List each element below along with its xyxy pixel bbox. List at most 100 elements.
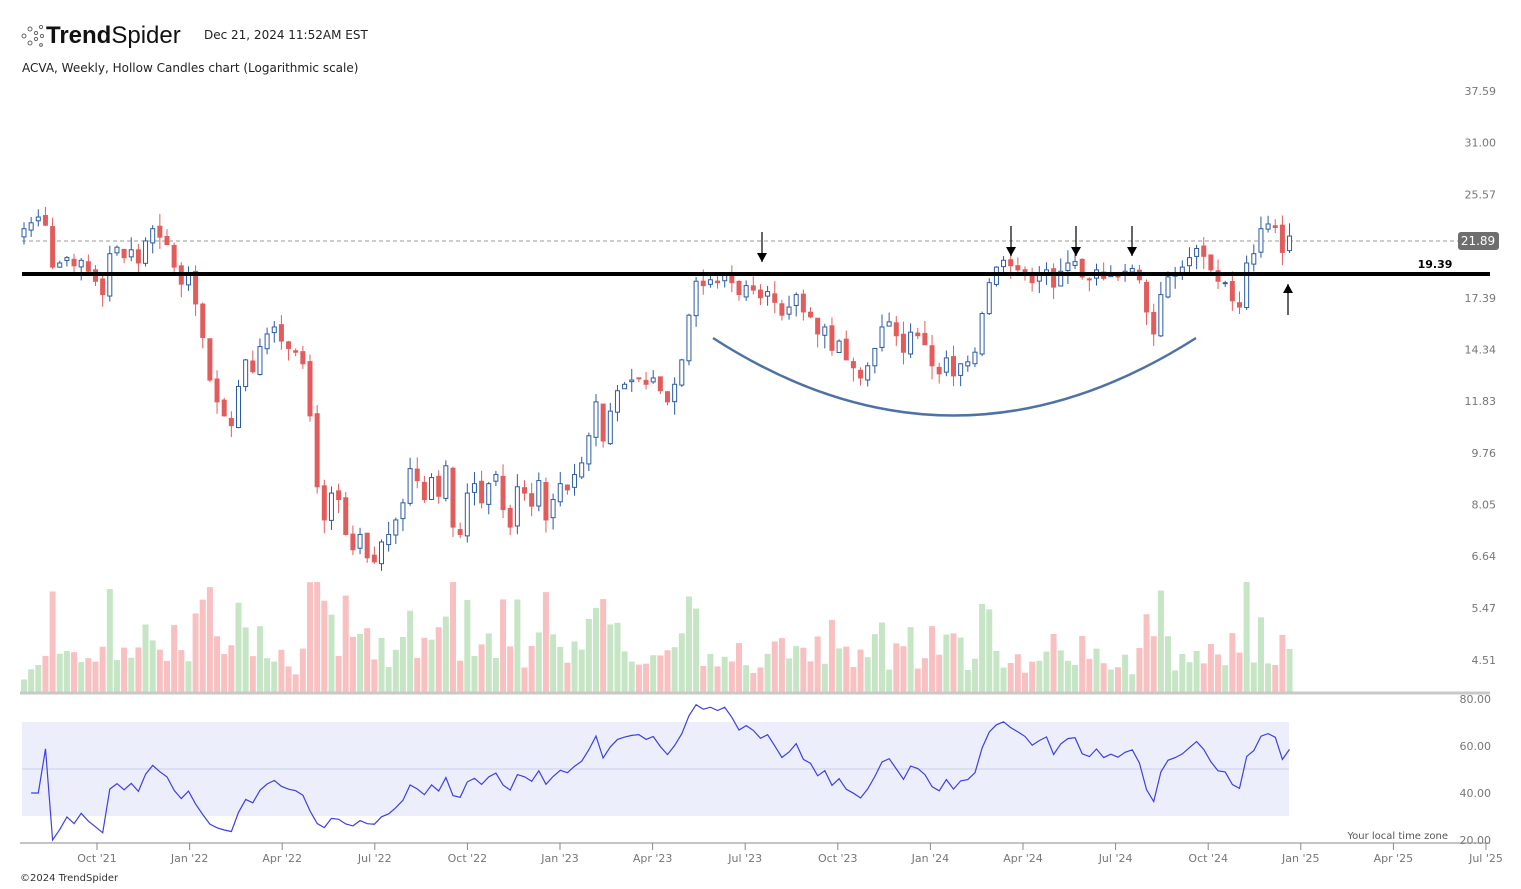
- candle[interactable]: [836, 339, 842, 354]
- candle[interactable]: [636, 377, 642, 383]
- candle[interactable]: [829, 317, 835, 356]
- candle[interactable]: [886, 312, 892, 327]
- candle[interactable]: [221, 397, 227, 417]
- candle[interactable]: [757, 284, 763, 306]
- candle[interactable]: [350, 525, 356, 556]
- candle[interactable]: [986, 278, 992, 316]
- candle[interactable]: [421, 475, 427, 503]
- candle[interactable]: [865, 362, 871, 387]
- candle[interactable]: [1287, 223, 1293, 253]
- candle[interactable]: [307, 354, 313, 422]
- candle[interactable]: [557, 471, 563, 507]
- candle[interactable]: [936, 362, 942, 384]
- candle[interactable]: [1144, 279, 1150, 325]
- candle[interactable]: [286, 340, 292, 361]
- candle[interactable]: [50, 217, 56, 270]
- candle[interactable]: [858, 367, 864, 386]
- candle[interactable]: [371, 546, 377, 564]
- arrow-down-icon[interactable]: [1006, 226, 1016, 256]
- candle[interactable]: [586, 432, 592, 472]
- candle[interactable]: [386, 521, 392, 552]
- candle[interactable]: [550, 493, 556, 530]
- candle[interactable]: [429, 473, 435, 500]
- candle[interactable]: [943, 350, 949, 377]
- rounded-bottom-curve[interactable]: [712, 336, 1197, 417]
- candle[interactable]: [35, 209, 41, 227]
- candle[interactable]: [750, 276, 756, 295]
- candle[interactable]: [536, 472, 542, 512]
- candle[interactable]: [493, 470, 499, 486]
- candle[interactable]: [457, 522, 463, 539]
- candle[interactable]: [772, 281, 778, 314]
- candle[interactable]: [486, 481, 492, 515]
- candle[interactable]: [185, 266, 191, 291]
- candle[interactable]: [622, 382, 628, 390]
- candle[interactable]: [164, 229, 170, 246]
- candle[interactable]: [1158, 281, 1164, 337]
- candle[interactable]: [464, 483, 470, 543]
- candle[interactable]: [328, 486, 334, 530]
- candle[interactable]: [958, 363, 964, 387]
- candle[interactable]: [364, 532, 370, 563]
- candle[interactable]: [850, 357, 856, 382]
- candle[interactable]: [157, 214, 163, 249]
- candle[interactable]: [400, 498, 406, 532]
- candle[interactable]: [672, 377, 678, 415]
- candle[interactable]: [150, 225, 156, 254]
- candle[interactable]: [21, 222, 27, 245]
- candle[interactable]: [143, 237, 149, 267]
- candle[interactable]: [178, 262, 184, 298]
- candle[interactable]: [1222, 280, 1228, 288]
- candle[interactable]: [257, 338, 263, 376]
- candle[interactable]: [872, 347, 878, 374]
- candle[interactable]: [78, 258, 84, 281]
- arrow-up-icon[interactable]: [1283, 284, 1293, 315]
- candle[interactable]: [71, 253, 77, 274]
- candle[interactable]: [808, 307, 813, 319]
- candle[interactable]: [1279, 215, 1285, 266]
- candle[interactable]: [572, 463, 578, 496]
- candle[interactable]: [800, 289, 806, 321]
- candle[interactable]: [357, 527, 363, 555]
- candle[interactable]: [1151, 303, 1157, 346]
- candle[interactable]: [879, 314, 885, 352]
- candle[interactable]: [1172, 266, 1178, 289]
- candle[interactable]: [64, 256, 70, 267]
- candle[interactable]: [543, 477, 549, 533]
- candle[interactable]: [1201, 237, 1207, 270]
- candle[interactable]: [600, 403, 606, 448]
- candle[interactable]: [564, 484, 570, 495]
- candle[interactable]: [972, 347, 978, 368]
- candle[interactable]: [500, 464, 506, 518]
- candle[interactable]: [650, 370, 656, 384]
- candle[interactable]: [1258, 216, 1264, 258]
- candle[interactable]: [379, 539, 384, 571]
- candle[interactable]: [300, 345, 306, 369]
- candle[interactable]: [743, 280, 749, 301]
- candle[interactable]: [915, 327, 921, 340]
- candle[interactable]: [965, 355, 971, 372]
- candle[interactable]: [1272, 219, 1278, 234]
- candle[interactable]: [264, 327, 270, 355]
- candle[interactable]: [114, 245, 120, 256]
- candle[interactable]: [686, 313, 692, 366]
- candle[interactable]: [1065, 250, 1071, 285]
- candle[interactable]: [679, 358, 685, 388]
- candle[interactable]: [629, 368, 635, 392]
- candle[interactable]: [1194, 244, 1200, 270]
- candle[interactable]: [271, 320, 277, 343]
- candle[interactable]: [993, 266, 999, 287]
- arrow-down-icon[interactable]: [1071, 226, 1081, 256]
- candle[interactable]: [922, 321, 928, 346]
- candle[interactable]: [815, 317, 821, 348]
- candle[interactable]: [1179, 260, 1185, 280]
- arrow-down-icon[interactable]: [757, 232, 767, 262]
- candle[interactable]: [293, 348, 299, 357]
- candle[interactable]: [1001, 255, 1007, 274]
- candle[interactable]: [786, 295, 792, 320]
- arrow-down-icon[interactable]: [1127, 226, 1137, 256]
- candle[interactable]: [908, 323, 914, 358]
- candle[interactable]: [243, 359, 249, 392]
- candle[interactable]: [779, 299, 785, 321]
